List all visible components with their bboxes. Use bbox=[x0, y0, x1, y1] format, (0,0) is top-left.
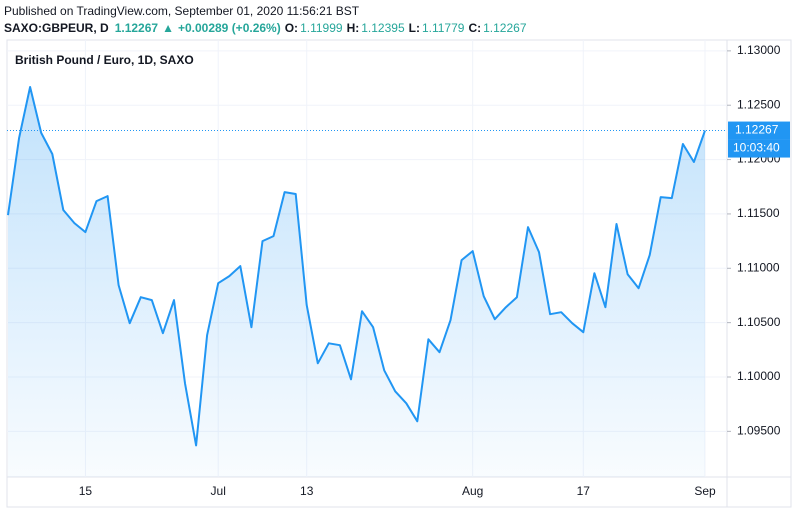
area-fill bbox=[8, 87, 705, 477]
y-tick-label: 1.11000 bbox=[737, 260, 780, 274]
ohlc-label: O: bbox=[285, 21, 298, 35]
axes: 1.095001.100001.105001.110001.115001.120… bbox=[79, 43, 790, 498]
change: +0.00289 (+0.26%) bbox=[178, 21, 281, 35]
chart-title: British Pound / Euro, 1D, SAXO bbox=[15, 53, 194, 67]
countdown-box bbox=[728, 139, 790, 158]
frame bbox=[6, 39, 792, 508]
countdown-label: 10:03:40 bbox=[733, 141, 780, 155]
x-tick-label: 17 bbox=[577, 484, 591, 498]
last-price-box bbox=[728, 121, 790, 140]
y-tick-label: 1.13000 bbox=[737, 43, 781, 57]
y-tick-label: 1.10000 bbox=[737, 369, 781, 383]
ohlc-value: 1.12267 bbox=[483, 21, 527, 35]
ohlc-label: C: bbox=[468, 21, 481, 35]
ohlc-label: L: bbox=[409, 21, 420, 35]
up-arrow: ▲ bbox=[162, 21, 174, 35]
x-tick-label: 13 bbox=[300, 484, 314, 498]
x-tick-label: Sep bbox=[694, 484, 716, 498]
y-tick-label: 1.11500 bbox=[737, 206, 780, 220]
x-tick-label: 15 bbox=[79, 484, 93, 498]
ohlc-value: 1.12395 bbox=[361, 21, 405, 35]
x-tick-label: Jul bbox=[211, 484, 226, 498]
ohlc-value: 1.11779 bbox=[422, 21, 465, 35]
price-line bbox=[7, 86, 706, 447]
symbol-header: SAXO:GBPEUR, D 1.12267 ▲ +0.00289 (+0.26%) O… bbox=[4, 21, 527, 35]
last: 1.12267 bbox=[115, 21, 159, 35]
publisher: Published on TradingView.com, September … bbox=[4, 4, 360, 18]
symbol: SAXO:GBPEUR, D bbox=[4, 21, 109, 35]
y-tick-label: 1.10500 bbox=[737, 315, 781, 329]
plot bbox=[7, 86, 727, 477]
ohlc-label: H: bbox=[347, 21, 360, 35]
x-tick-label: Aug bbox=[462, 484, 483, 498]
y-tick-label: 1.09500 bbox=[737, 424, 781, 438]
last-price-label: 1.12267 bbox=[735, 123, 779, 137]
y-tick-label: 1.12500 bbox=[737, 97, 781, 111]
ohlc-value: 1.11999 bbox=[300, 21, 343, 35]
